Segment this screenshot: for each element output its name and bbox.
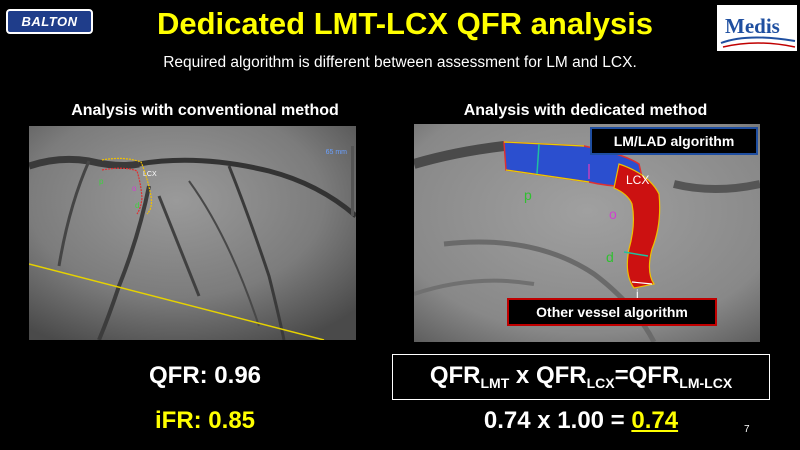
subtitle: Required algorithm is different between … — [163, 54, 637, 71]
formula-equals: = — [614, 362, 629, 389]
lcx-label: LCX — [626, 173, 649, 187]
right-panel-title: Analysis with dedicated method — [463, 102, 708, 119]
other-vessel-algorithm-label: Other vessel algorithm — [507, 298, 717, 326]
o-marker: o — [609, 206, 617, 222]
formula-sub-b: LCX — [586, 375, 615, 391]
balton-logo: BALTON — [6, 9, 93, 34]
formula-term-a: QFR — [429, 362, 481, 389]
ifr-value: iFR: 0.85 — [154, 407, 256, 434]
page-title: Dedicated LMT-LCX QFR analysis — [156, 6, 654, 41]
p-marker: p — [99, 177, 104, 186]
formula-op: x — [509, 362, 536, 389]
medis-logo: Medis — [717, 5, 797, 51]
ruler-label: 65 mm — [326, 149, 348, 156]
balton-logo-text: BALTON — [21, 14, 78, 29]
slide-number: 7 — [744, 424, 750, 435]
formula-sub-c: LM-LCX — [679, 375, 733, 391]
o-marker: o — [132, 184, 137, 193]
medis-logo-text: Medis — [725, 14, 780, 38]
left-panel-title: Analysis with conventional method — [71, 102, 339, 119]
qfr-calculation: 0.74 x 1.00 = 0.74 — [392, 405, 770, 437]
p-marker: p — [524, 187, 532, 203]
calc-expression: 0.74 x 1.00 = — [483, 407, 632, 434]
formula-term-b: QFR — [535, 362, 587, 389]
d-marker: d — [135, 201, 139, 210]
medis-logo-swoosh — [720, 36, 796, 48]
formula-sub-a: LMT — [480, 375, 510, 391]
calc-result: 0.74 — [631, 407, 679, 434]
angiogram-conventional: 65 mm LCX p o d — [29, 126, 356, 340]
d-marker: d — [606, 249, 614, 265]
i-marker: i — [636, 287, 639, 301]
qfr-formula: QFRLMT x QFRLCX=QFRLM-LCX — [392, 354, 770, 400]
qfr-value: QFR: 0.96 — [148, 362, 262, 389]
formula-term-c: QFR — [628, 362, 680, 389]
lm-lad-algorithm-label: LM/LAD algorithm — [590, 127, 758, 155]
lcx-label: LCX — [143, 171, 157, 178]
